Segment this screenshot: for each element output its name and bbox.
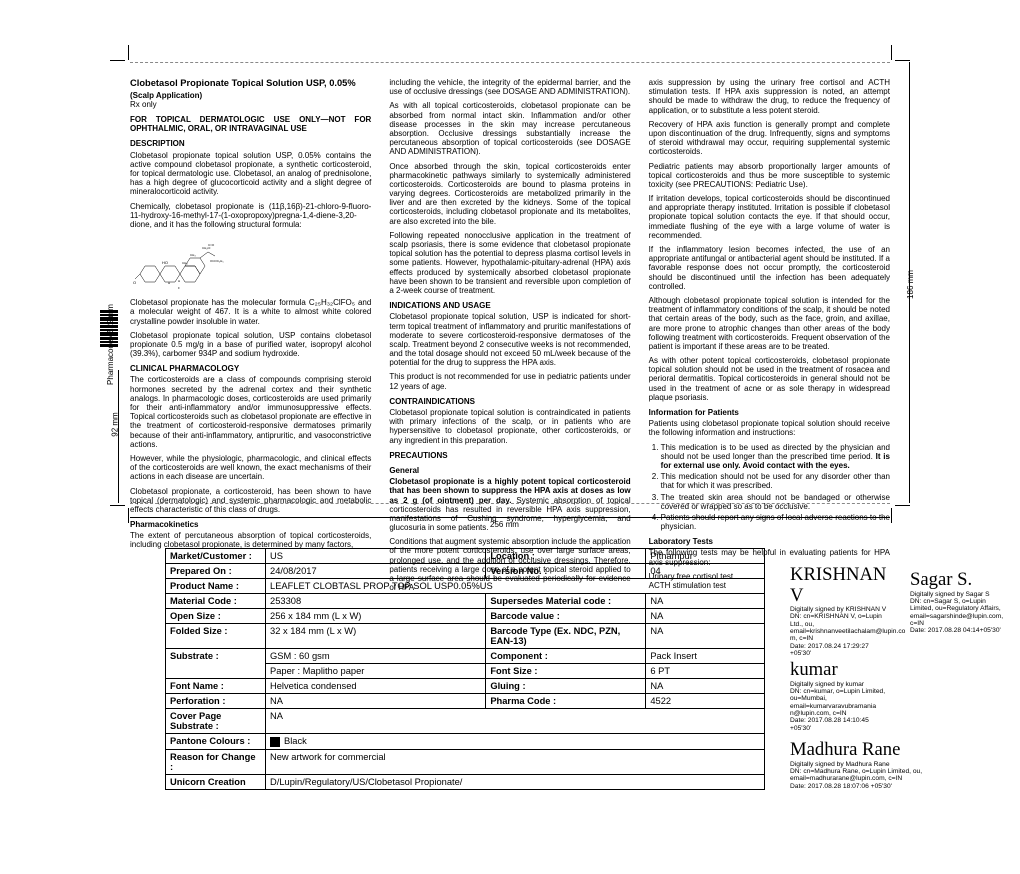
dim-arrow-v xyxy=(909,62,910,503)
description-p1: Clobetasol propionate topical solution U… xyxy=(130,151,371,197)
general-p1: Clobetasol propionate is a highly potent… xyxy=(389,477,630,532)
color-swatch-black xyxy=(270,737,280,747)
info-3: The treated skin area should not be band… xyxy=(661,493,890,511)
drug-subtitle: (Scalp Application) xyxy=(130,91,371,100)
column-1: Clobetasol Propionate Topical Solution U… xyxy=(130,78,371,498)
table-row: Perforation :NAPharma Code :4522 xyxy=(166,694,765,709)
contra-p1: Clobetasol propionate topical solution i… xyxy=(389,408,630,445)
svg-text:CH₃: CH₃ xyxy=(190,253,196,257)
clin-pharm-head: CLINICAL PHARMACOLOGY xyxy=(130,364,371,373)
crop-mark xyxy=(110,505,125,506)
col3-p7: As with other potent topical corticoster… xyxy=(649,356,890,402)
use-header: FOR TOPICAL DERMATOLOGIC USE ONLY—NOT FO… xyxy=(130,115,371,133)
svg-text:OCOC₂H₅: OCOC₂H₅ xyxy=(210,259,224,263)
column-3: axis suppression by using the urinary fr… xyxy=(649,78,890,498)
description-p2: Chemically, clobetasol propionate is (11… xyxy=(130,202,371,230)
info-patients-intro: Patients using clobetasol propionate top… xyxy=(649,419,890,437)
clin-pharm-p3: Clobetasol propionate, a corticosteroid,… xyxy=(130,487,371,515)
svg-text:F: F xyxy=(178,286,180,290)
table-row: Prepared On :24/08/2017Version No. :04 xyxy=(166,564,765,579)
col3-p4: If irritation develops, topical corticos… xyxy=(649,194,890,240)
crop-mark xyxy=(895,60,910,61)
metadata-table: Market/Customer :USLocation :Pithampur P… xyxy=(165,548,765,790)
col3-p2: Recovery of HPA axis function is general… xyxy=(649,120,890,157)
pharmaco-p1: The extent of percutaneous absorption of… xyxy=(130,531,371,549)
table-row: Open Size :256 x 184 mm (L x W)Barcode v… xyxy=(166,609,765,624)
table-row: Cover Page Substrate :NA xyxy=(166,709,765,734)
indications-p2: This product is not recommended for use … xyxy=(389,372,630,390)
clin-pharm-p2: However, while the physiologic, pharmaco… xyxy=(130,454,371,482)
table-row: Substrate :GSM : 60 gsmComponent :Pack I… xyxy=(166,649,765,664)
precautions-head: PRECAUTIONS xyxy=(389,451,630,460)
contra-head: CONTRAINDICATIONS xyxy=(389,397,630,406)
table-row: Pantone Colours :Black xyxy=(166,734,765,750)
svg-text:O: O xyxy=(133,280,136,285)
svg-text:C=O: C=O xyxy=(208,243,215,247)
column-2: including the vehicle, the integrity of … xyxy=(389,78,630,498)
crop-mark xyxy=(895,505,910,506)
table-row: Font Name :Helvetica condensedGluing :NA xyxy=(166,679,765,694)
signature-2: Sagar S. Digitally signed by Sagar S DN:… xyxy=(910,570,1010,635)
general-head: General xyxy=(389,466,630,475)
signature-4: Madhura Rane Digitally signed by Madhura… xyxy=(790,740,970,790)
description-head: DESCRIPTION xyxy=(130,139,371,148)
col2-p1: including the vehicle, the integrity of … xyxy=(389,78,630,96)
crop-mark xyxy=(128,45,129,60)
table-row: Reason for Change :New artwork for comme… xyxy=(166,749,765,774)
table-row: Product Name :LEAFLET CLOBTASL PROP TOP … xyxy=(166,579,765,594)
info-patients-head: Information for Patients xyxy=(649,408,890,417)
indications-head: INDICATIONS AND USAGE xyxy=(389,301,630,310)
signature-1: KRISHNAN V Digitally signed by KRISHNAN … xyxy=(790,565,890,657)
signature-3: kumar Digitally signed by kumar DN: cn=k… xyxy=(790,660,890,732)
indications-p1: Clobetasol propionate topical solution, … xyxy=(389,312,630,367)
col3-p5: If the inflammatory lesion becomes infec… xyxy=(649,245,890,291)
col3-p3: Pediatric patients may absorb proportion… xyxy=(649,162,890,190)
pharmacode-barcode xyxy=(100,310,118,380)
col2-p3: Once absorbed through the skin, topical … xyxy=(389,162,630,226)
solution-comp: Clobetasol propionate topical solution, … xyxy=(130,331,371,359)
table-row: Material Code :253308Supersedes Material… xyxy=(166,594,765,609)
lab-tests-head: Laboratory Tests xyxy=(649,537,890,546)
col2-p2: As with all topical corticosteroids, clo… xyxy=(389,101,630,156)
chemical-structure: O HO H CH₃ H CH₃ CH₂Cl OCOC₂H₅ F C=O xyxy=(130,234,230,294)
dim-height: 186 mm xyxy=(906,270,915,299)
table-row: Unicorn CreationD/Lupin/Regulatory/US/Cl… xyxy=(166,774,765,789)
patient-info-list: This medication is to be used as directe… xyxy=(661,443,890,532)
col3-p6: Although clobetasol propionate topical s… xyxy=(649,296,890,351)
info-1: This medication is to be used as directe… xyxy=(661,443,890,471)
drug-title: Clobetasol Propionate Topical Solution U… xyxy=(130,78,371,89)
svg-text:HO: HO xyxy=(162,260,168,265)
info-2: This medication should not be used for a… xyxy=(661,472,890,490)
crop-mark xyxy=(891,508,892,523)
guide-line xyxy=(130,62,890,63)
page: 256 mm 186 mm 92 mm Pharmacode 4522 mm C… xyxy=(0,0,1020,874)
table-row: Folded Size :32 x 184 mm (L x W)Barcode … xyxy=(166,624,765,649)
dim-arrow-v2 xyxy=(118,370,119,503)
crop-mark xyxy=(891,45,892,60)
col3-p1: axis suppression by using the urinary fr… xyxy=(649,78,890,115)
svg-text:CH₃: CH₃ xyxy=(182,261,188,265)
info-4: Patients should report any signs of loca… xyxy=(661,513,890,531)
pharmaco-head: Pharmacokinetics xyxy=(130,520,371,529)
crop-mark xyxy=(110,60,125,61)
svg-text:H: H xyxy=(178,279,180,283)
document-body: Clobetasol Propionate Topical Solution U… xyxy=(130,78,890,498)
clin-pharm-p1: The corticosteroids are a class of compo… xyxy=(130,375,371,449)
table-row: Market/Customer :USLocation :Pithampur xyxy=(166,549,765,564)
formula: Clobetasol propionate has the molecular … xyxy=(130,298,371,326)
svg-text:H: H xyxy=(168,281,170,285)
rx-only: Rx only xyxy=(130,100,371,109)
crop-mark xyxy=(128,508,129,523)
col2-p4: Following repeated nonocclusive applicat… xyxy=(389,231,630,295)
